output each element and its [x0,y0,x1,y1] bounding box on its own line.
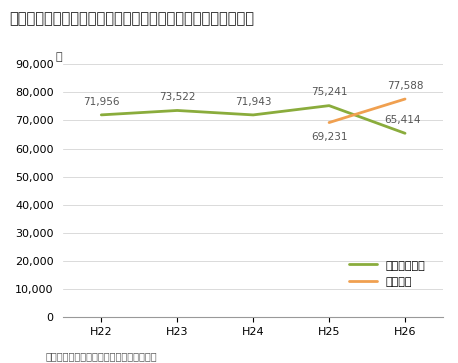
Text: 出所：国税庁「統計年報」各年版より作成: 出所：国税庁「統計年報」各年版より作成 [46,351,158,361]
教育資金 [402,97,408,101]
Text: 65,414: 65,414 [384,115,420,125]
Text: 75,241: 75,241 [311,87,347,97]
住宅取得資金 [402,131,408,135]
Line: 住宅取得資金: 住宅取得資金 [101,106,405,133]
Legend: 住宅取得資金, 教育資金: 住宅取得資金, 教育資金 [344,256,430,291]
Text: 図表１　住宅取得資金・教育資金の非課税制度利用者数の推移: 図表１ 住宅取得資金・教育資金の非課税制度利用者数の推移 [9,11,254,26]
住宅取得資金 [251,113,256,117]
教育資金 [327,121,332,125]
Text: 人: 人 [56,52,62,62]
Text: 77,588: 77,588 [387,81,423,91]
Text: 69,231: 69,231 [311,132,347,142]
Text: 71,943: 71,943 [235,97,272,107]
Text: 71,956: 71,956 [83,97,120,107]
住宅取得資金 [98,113,104,117]
住宅取得資金 [174,108,180,113]
Text: 73,522: 73,522 [159,92,196,102]
Line: 教育資金: 教育資金 [329,99,405,123]
住宅取得資金 [327,103,332,108]
